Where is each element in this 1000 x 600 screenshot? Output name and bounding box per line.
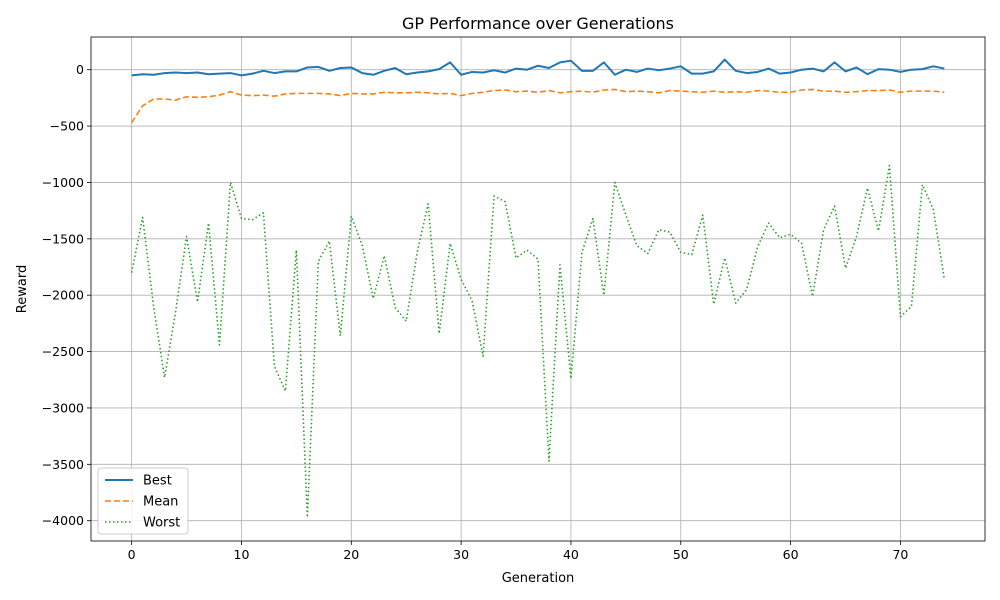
series-line-worst — [130, 164, 946, 519]
y-tick-label: −3500 — [42, 457, 84, 472]
y-tick-label: −500 — [50, 119, 84, 134]
series-line-mean — [130, 88, 945, 124]
y-tick-label: −2000 — [42, 288, 84, 303]
legend-label-mean: Mean — [143, 495, 178, 510]
y-tick-label: −3000 — [42, 400, 84, 415]
legend: Best Mean Worst — [97, 467, 189, 535]
legend-frame — [97, 467, 189, 535]
x-tick-label: 0 — [128, 547, 136, 562]
series-lines — [130, 58, 946, 519]
series-line-best — [131, 58, 945, 77]
x-tick-label: 10 — [234, 547, 250, 562]
y-tick-label: 0 — [76, 62, 84, 77]
x-tick-label: 30 — [453, 547, 469, 562]
chart-title: GP Performance over Generations — [402, 14, 674, 33]
y-tick-label: −1500 — [42, 231, 84, 246]
legend-label-worst: Worst — [143, 516, 180, 531]
y-tick-label: −1000 — [42, 175, 84, 190]
y-tick-label: −4000 — [42, 513, 84, 528]
x-tick-label: 20 — [343, 547, 359, 562]
x-axis-label: Generation — [502, 571, 575, 586]
grid — [91, 37, 985, 541]
legend-label-best: Best — [143, 474, 172, 489]
x-tick-label: 40 — [563, 547, 579, 562]
x-tick-label: 50 — [673, 547, 689, 562]
y-axis-label: Reward — [15, 265, 30, 313]
y-tick-label: −2500 — [42, 344, 84, 359]
plot-area-frame — [90, 36, 986, 542]
x-tick-label: 70 — [892, 547, 908, 562]
x-tick-label: 60 — [783, 547, 799, 562]
x-axis-ticks: 0 10 20 30 40 50 60 70 — [128, 541, 908, 562]
y-axis-ticks: 0 −500 −1000 −1500 −2000 −2500 −3000 −3500 −4000 — [42, 62, 91, 528]
